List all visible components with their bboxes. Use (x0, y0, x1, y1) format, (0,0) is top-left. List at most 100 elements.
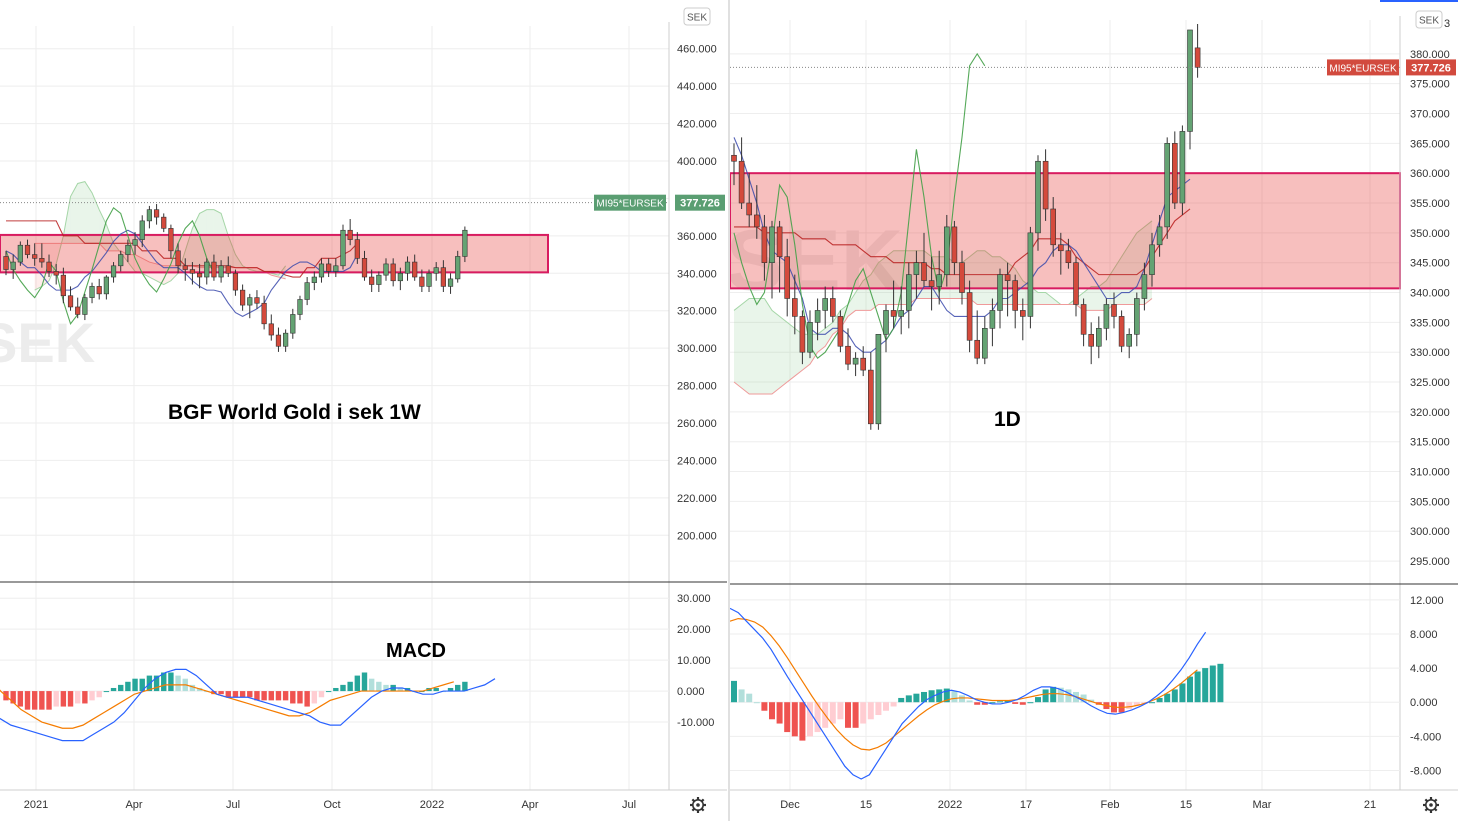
candle-body (1149, 244, 1155, 275)
candle-body (1050, 208, 1056, 246)
macd-histogram-bar (96, 691, 102, 698)
macd-histogram-bar (1080, 694, 1087, 703)
candle-body (1042, 160, 1049, 210)
candle-body (218, 265, 224, 278)
weekly-y-tick-label: 440.000 (677, 81, 717, 93)
weekly-cloud-segment (213, 209, 222, 268)
candle-body (189, 269, 196, 274)
daily-x-tick-label: 2022 (938, 799, 962, 811)
weekly-chart-annotation: BGF World Gold i sek 1W (168, 401, 421, 424)
candle-body (240, 289, 246, 306)
macd-histogram-bar (913, 693, 920, 703)
macd-histogram-bar (218, 691, 224, 695)
candle-body (333, 265, 339, 272)
macd-histogram-bar (455, 684, 461, 692)
candle-body (175, 250, 181, 267)
weekly-y-tick-label: 360.000 (677, 231, 717, 243)
daily-macd-tick-label: -4.000 (1410, 731, 1441, 743)
candle-body (1118, 316, 1125, 347)
candle-body (1073, 262, 1079, 305)
macd-histogram-bar (1194, 671, 1201, 703)
macd-histogram-bar (1004, 700, 1011, 703)
macd-histogram-bar (997, 701, 1003, 703)
weekly-x-tick-label: Jul (226, 799, 240, 811)
weekly-y-tick-label: 460.000 (677, 44, 717, 56)
candle-body (845, 345, 851, 365)
macd-histogram-bar (845, 702, 851, 728)
macd-histogram-bar (860, 702, 867, 724)
daily-y-tick-label: 375.000 (1410, 79, 1450, 91)
candle-body (17, 244, 23, 263)
daily-x-tick-label: Dec (780, 799, 800, 811)
candle-body (153, 209, 160, 218)
candle-body (440, 267, 446, 287)
candle-body (347, 229, 353, 240)
daily-cloud-segment (977, 250, 985, 305)
macd-histogram-bar (118, 684, 124, 692)
candle-body (146, 209, 153, 222)
candle-body (1141, 274, 1148, 299)
weekly-macd-tick-label: 0.000 (677, 686, 705, 698)
candle-body (247, 297, 253, 306)
macd-histogram-bar (24, 691, 31, 710)
candle-body (376, 274, 382, 285)
macd-histogram-bar (397, 687, 404, 692)
weekly-cloud-segment (127, 254, 136, 272)
candle-body (959, 262, 965, 293)
candle-body (383, 263, 389, 276)
daily-highlight-zone (729, 172, 1401, 290)
candle-body (168, 228, 174, 252)
candle-body (268, 323, 274, 336)
candle-body (951, 226, 958, 263)
daily-y-tick-label: 370.000 (1410, 109, 1450, 121)
candle-body (433, 267, 439, 274)
daily-macd-tick-label: 12.000 (1410, 595, 1444, 607)
daily-currency-badge: SEK (1415, 10, 1443, 29)
macd-histogram-bar (852, 702, 859, 728)
candle-body (182, 265, 188, 270)
macd-histogram-bar (433, 687, 439, 692)
candle-body (67, 295, 74, 308)
candle-body (974, 339, 981, 359)
daily-cloud-segment (984, 250, 993, 305)
candle-body (905, 274, 912, 311)
candle-body (261, 302, 267, 325)
candle-body (311, 276, 317, 283)
candle-body (161, 216, 167, 229)
daily-cloud-segment (1091, 286, 1099, 311)
macd-histogram-bar (361, 672, 368, 692)
candle-body (24, 244, 31, 255)
candle-body (1035, 160, 1041, 234)
macd-histogram-bar (867, 702, 874, 720)
daily-y-tick-label: 365.000 (1410, 138, 1450, 150)
macd-histogram-bar (1164, 693, 1171, 703)
candle-body (455, 256, 461, 280)
macd-histogram-bar (761, 702, 768, 711)
daily-y-tick-label: 355.000 (1410, 198, 1450, 210)
daily-cloud-segment (772, 310, 780, 394)
macd-histogram-bar (175, 675, 181, 692)
candle-body (32, 254, 38, 259)
candle-body (82, 297, 88, 315)
candle-body (369, 276, 375, 285)
macd-histogram-bar (898, 697, 905, 703)
macd-histogram-bar (921, 691, 927, 703)
weekly-cloud-segment (206, 209, 214, 268)
candle-body (297, 299, 303, 315)
candle-body (829, 298, 836, 317)
daily-cloud-segment (779, 316, 788, 389)
candle-body (46, 261, 52, 272)
daily-cloud-segment (741, 298, 750, 394)
weekly-cloud-segment (70, 183, 78, 244)
macd-histogram-bar (290, 691, 296, 704)
macd-histogram-bar (333, 687, 339, 692)
macd-histogram-bar (282, 691, 289, 701)
macd-histogram-bar (447, 687, 454, 692)
macd-histogram-bar (189, 684, 196, 692)
macd-histogram-bar (959, 695, 965, 703)
weekly-cloud-segment (163, 265, 171, 285)
daily-y-tick-label: 305.000 (1410, 496, 1450, 508)
macd-histogram-bar (82, 691, 88, 704)
candle-body (254, 297, 260, 304)
macd-histogram-bar (883, 702, 889, 711)
